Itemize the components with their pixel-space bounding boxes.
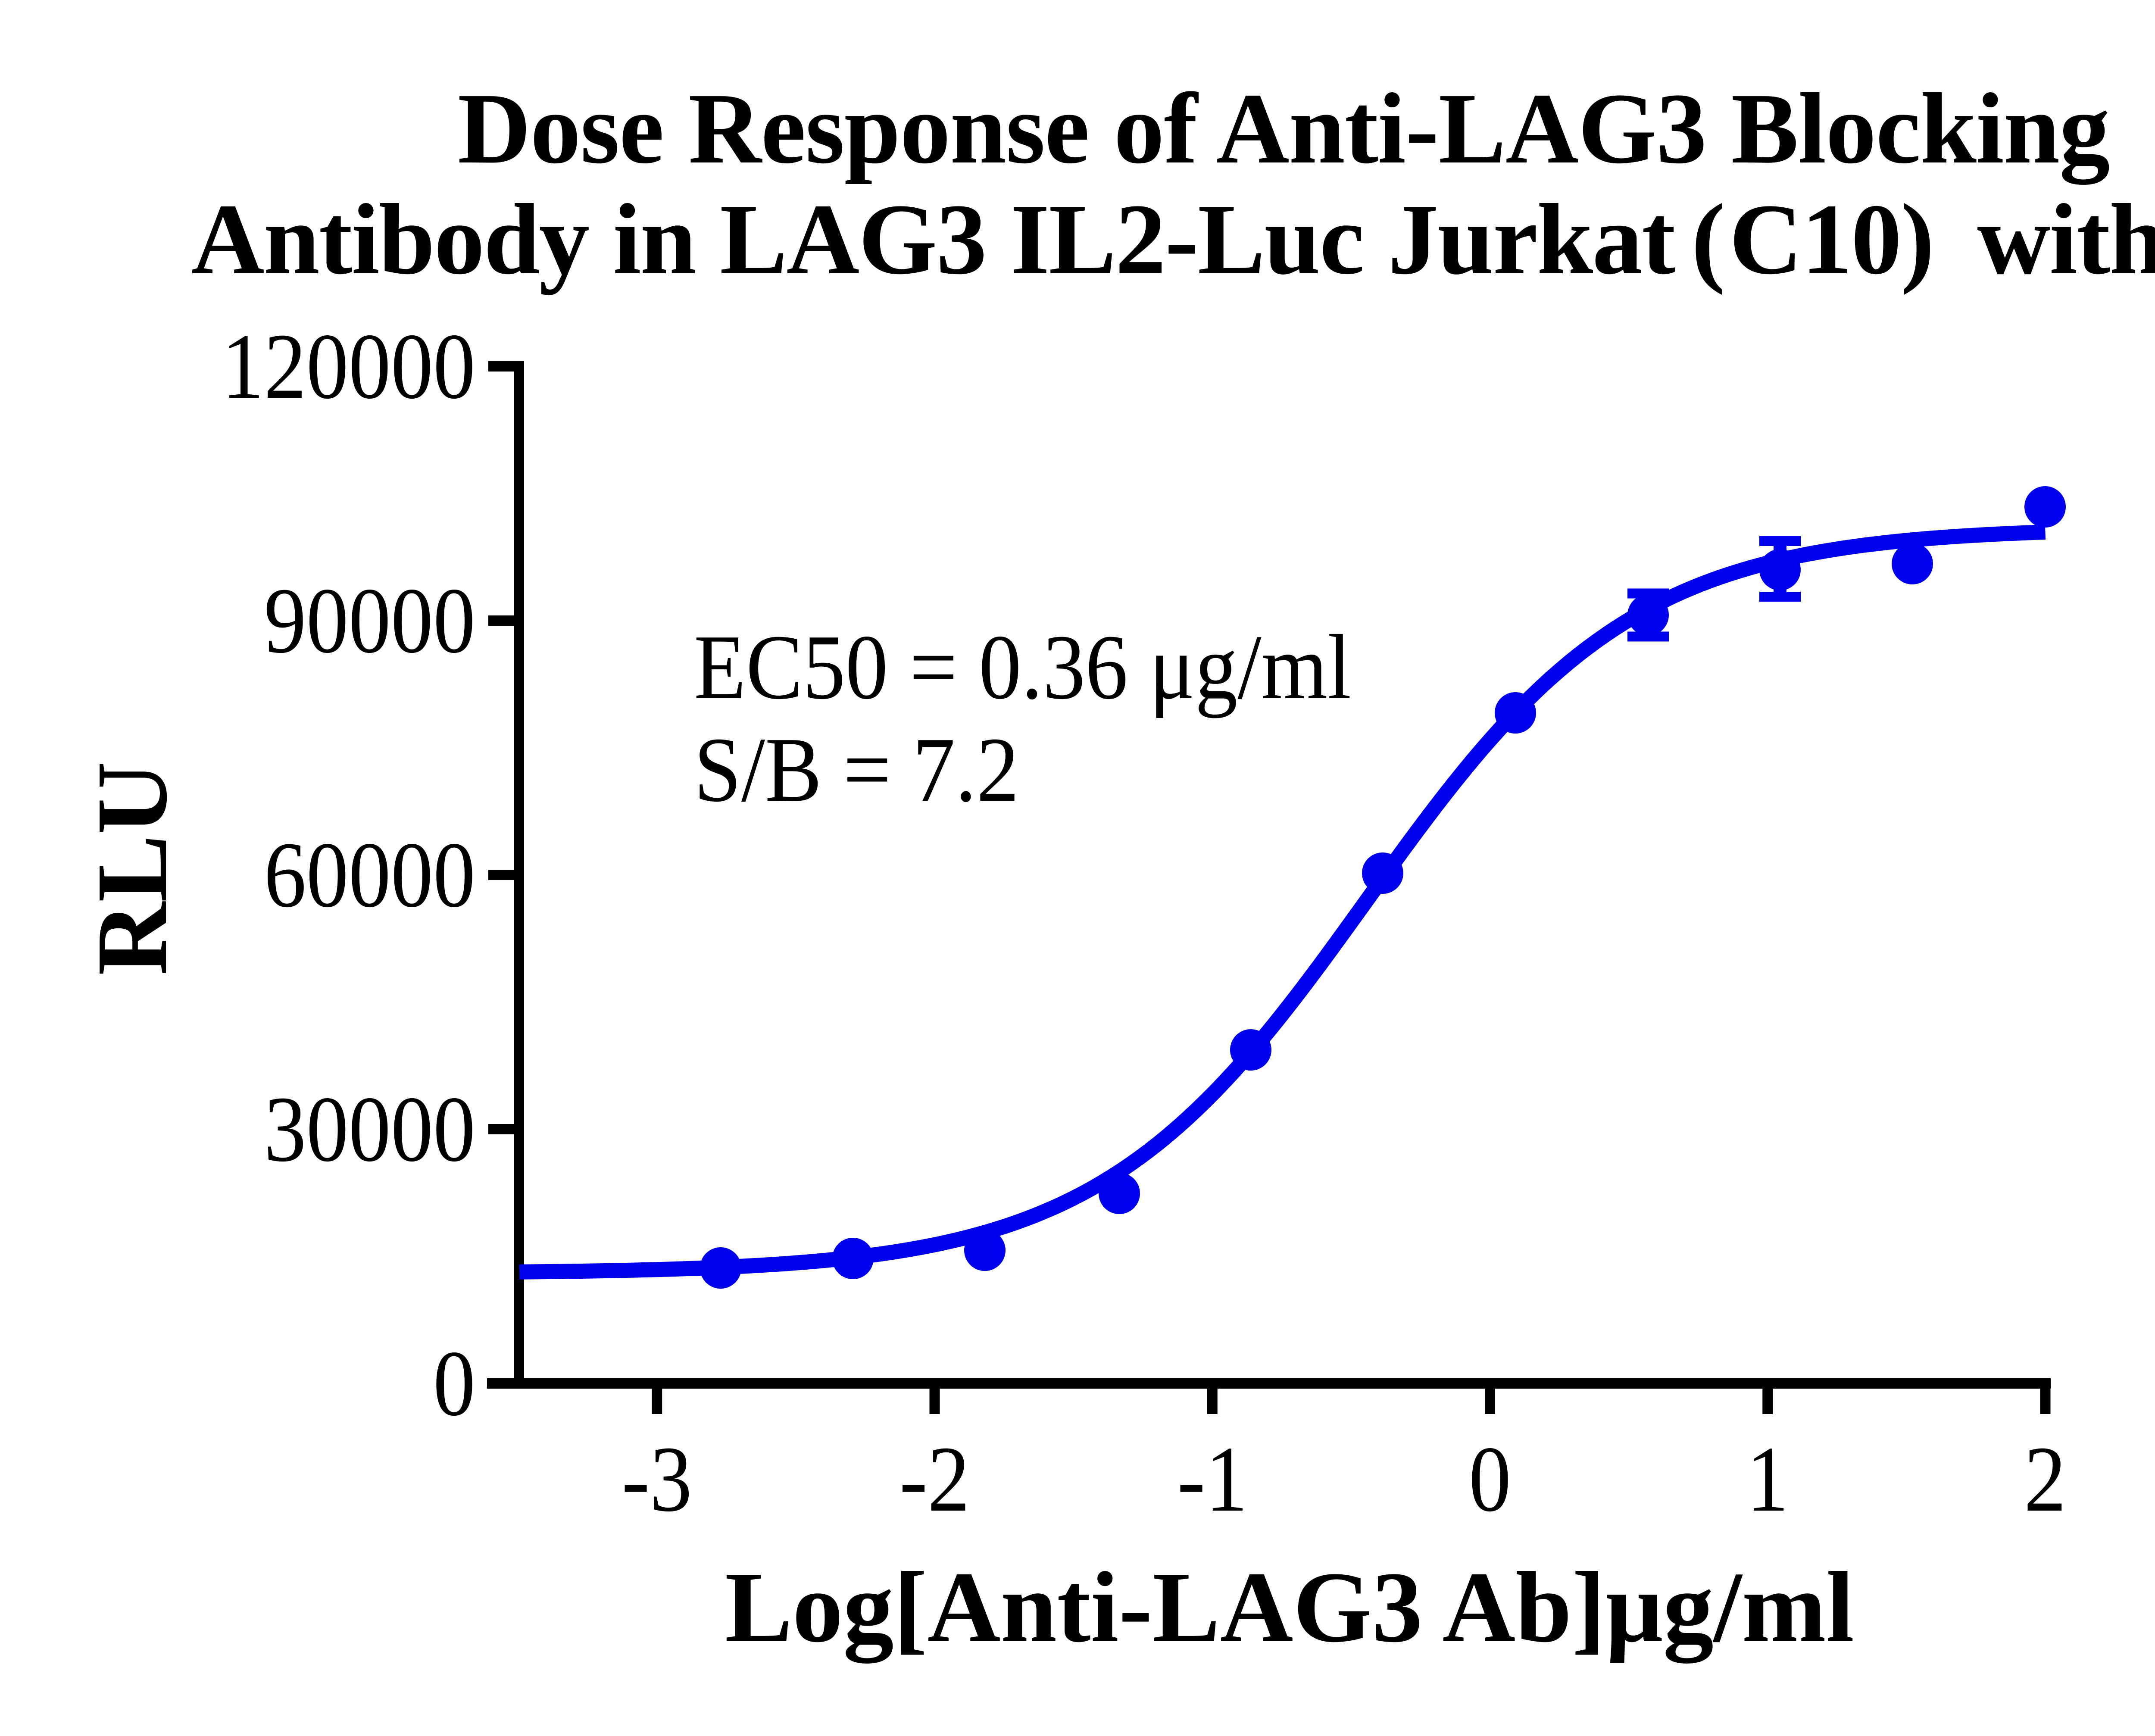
svg-text:-2: -2 xyxy=(899,1427,970,1531)
svg-text:60000: 60000 xyxy=(264,823,475,927)
svg-text:Dose Response of Anti-LAG3 Blo: Dose Response of Anti-LAG3 Blocking xyxy=(458,72,2109,185)
svg-text:0: 0 xyxy=(1469,1427,1511,1531)
svg-text:30000: 30000 xyxy=(264,1077,475,1181)
svg-text:1: 1 xyxy=(1746,1427,1789,1531)
svg-text:S/B = 7.2: S/B = 7.2 xyxy=(694,718,1019,821)
svg-text:-3: -3 xyxy=(622,1427,692,1531)
svg-text:90000: 90000 xyxy=(264,568,475,673)
svg-text:0: 0 xyxy=(433,1331,475,1436)
svg-text:Antibody in LAG3 IL2-Luc Jurka: Antibody in LAG3 IL2-Luc Jurkat (C10) wit… xyxy=(191,183,2155,295)
svg-text:RLU: RLU xyxy=(76,762,188,975)
svg-text:-1: -1 xyxy=(1177,1427,1247,1531)
svg-text:Log[Anti-LAG3 Ab]μg/ml: Log[Anti-LAG3 Ab]μg/ml xyxy=(725,1551,1854,1664)
svg-text:120000: 120000 xyxy=(222,314,475,418)
svg-text:2: 2 xyxy=(2024,1427,2066,1531)
svg-text:EC50 = 0.36 μg/ml: EC50 = 0.36 μg/ml xyxy=(694,615,1351,718)
